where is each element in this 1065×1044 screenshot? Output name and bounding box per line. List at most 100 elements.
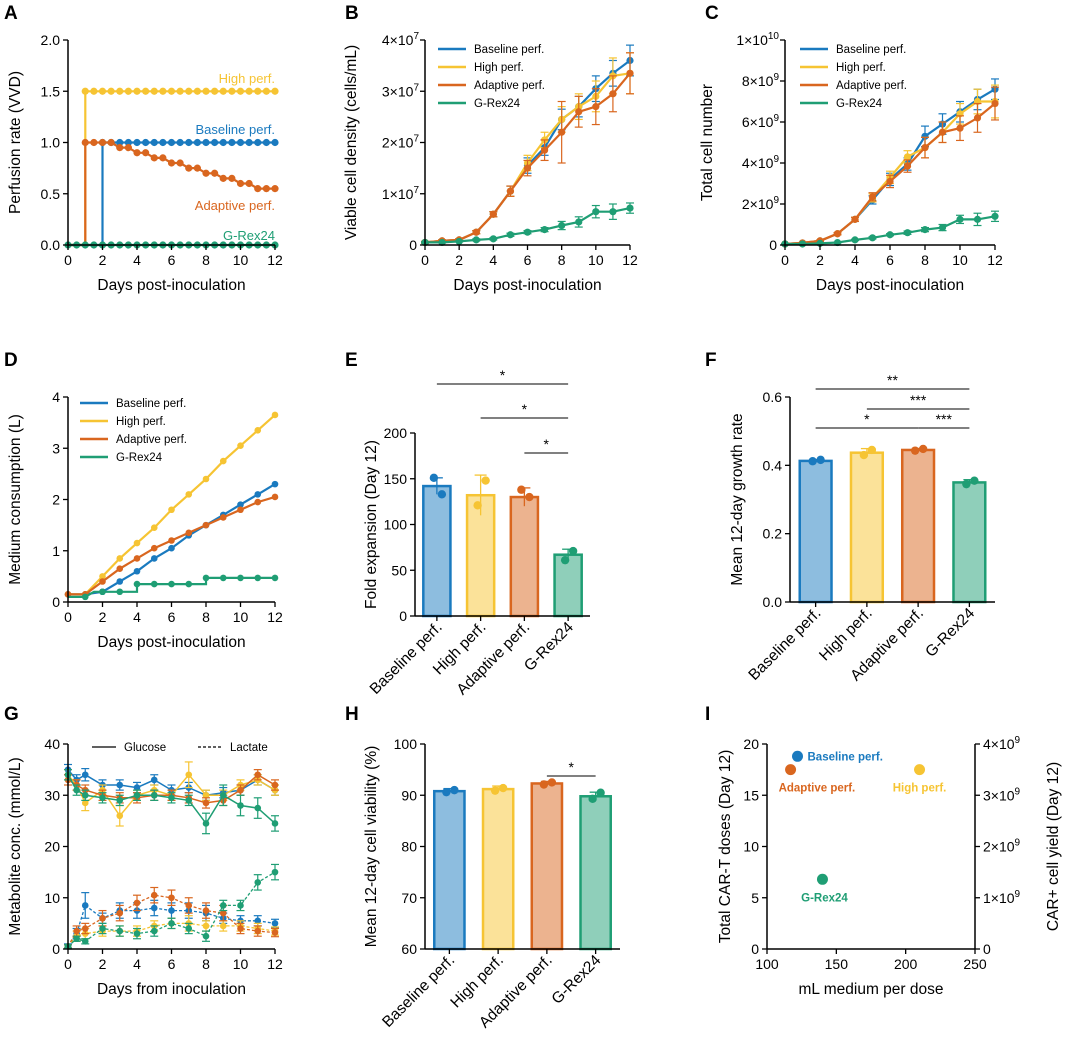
panel-c-x-tick-label: 6 (886, 252, 894, 268)
panel-b-legend-label-grex: G-Rex24 (474, 98, 521, 110)
panel-d-baseline-point (254, 491, 262, 498)
panel-a-high-line (68, 90, 275, 247)
panel-a-label-adaptive: Adaptive perf. (195, 198, 275, 213)
panel-b-y-label: Viable cell density (cells/mL) (343, 45, 360, 240)
panel-f-y-tick-label: 0.2 (763, 526, 783, 542)
panel-b-adaptive-point (472, 228, 480, 236)
panel-d-x-tick-label: 2 (99, 609, 107, 625)
panel-g-lactate-grex-point (271, 868, 279, 876)
panel-g-glucose-grex-point (81, 791, 89, 799)
panel-a-baseline-point (211, 138, 219, 147)
panel-a-high-point (90, 87, 98, 95)
panel-a-y-tick-label: 0.0 (41, 237, 61, 253)
panel-g-lactate-adaptive-point (185, 902, 193, 909)
panel-b-adaptive-point (626, 69, 634, 77)
panel-d-baseline-point (271, 480, 279, 488)
panel-a-baseline-point (116, 138, 124, 147)
panel-a-baseline-point (150, 138, 158, 147)
panel-c-legend-label-high: High perf. (836, 62, 886, 74)
panel-a-high-point (236, 87, 245, 95)
panel-f-point-high (859, 450, 869, 460)
panel-g-lactate-grex-point (133, 930, 141, 937)
panel-e-y-tick-label: 100 (384, 517, 408, 533)
panel-h-x-label-baseline: Baseline perf. (379, 952, 458, 1031)
panel-d-high-point (254, 427, 262, 434)
panel-a-adaptive-point (150, 154, 158, 162)
panel-h-point-high (498, 783, 508, 793)
panel-a-adaptive-point (271, 185, 279, 193)
panel-a-high-point (167, 87, 176, 95)
panel-a-high-point (98, 87, 107, 95)
panel-g-lactate-grex-point (81, 938, 89, 945)
panel-g-lactate-baseline-point (168, 907, 175, 914)
panel-a-adaptive-point (167, 159, 176, 167)
panel-a-high-point (245, 87, 253, 95)
panel-g-glucose-grex-point (73, 786, 80, 794)
panel-e-sig-label: * (500, 367, 506, 383)
panel-d-legend-label-grex: G-Rex24 (116, 452, 163, 464)
panel-d-x-label: Days post-inoculation (97, 634, 245, 651)
panel-d-grex-point (254, 574, 262, 582)
panel-a-adaptive-point (159, 154, 167, 162)
panel-g-y-tick-label: 10 (44, 890, 60, 906)
panel-g-lactate-adaptive-point (73, 927, 80, 935)
panel-d-grex-point (81, 593, 89, 601)
panel-i-point-label-grex: G-Rex24 (801, 892, 848, 904)
panel-g-glucose-grex-point (150, 791, 158, 799)
panel-f-point-high (867, 445, 877, 455)
panel-c-y-tick-label: 1×1010 (736, 31, 779, 48)
panel-i-x-tick-label: 200 (894, 956, 918, 972)
panel-a-adaptive-point (254, 185, 262, 193)
panel-c-legend-label-baseline: Baseline perf. (836, 44, 906, 56)
panel-b-x-tick-label: 2 (455, 252, 463, 268)
panel-a-y-tick-label: 1.0 (41, 135, 61, 151)
panel-d-y-tick-label: 0 (52, 594, 60, 610)
panel-e-point-baseline (437, 490, 447, 499)
panel-d-high-point (116, 555, 124, 562)
panel-a-adaptive-point (236, 179, 245, 188)
panel-c-adaptive-point (991, 99, 999, 108)
panel-a-baseline-point (176, 138, 184, 147)
panel-b-adaptive-point (540, 146, 549, 154)
panel-a-y-tick-label: 1.5 (41, 83, 61, 99)
panel-g-glucose-baseline-point (81, 771, 89, 779)
panel-f-y-tick-label: 0.6 (763, 389, 783, 405)
panel-c-adaptive-point (903, 162, 912, 170)
panel-a-adaptive-point (176, 159, 184, 167)
panel-e-y-label: Fold expansion (Day 12) (363, 440, 380, 609)
panel-b-grex-point (506, 231, 515, 239)
panel-d-grex-point (185, 580, 193, 588)
panel-a-high-point (228, 87, 236, 95)
panel-b-grex-point (489, 235, 497, 243)
panel-b-x-tick-label: 0 (421, 252, 429, 268)
panel-g-glucose-grex-point (168, 794, 175, 802)
panel-c-grex-point (851, 236, 859, 244)
panel-c-x-tick-label: 10 (952, 252, 968, 268)
panel-a-high-point (262, 87, 270, 95)
panel-g-lactate-grex-point (185, 925, 193, 932)
panel-c-high-point (903, 153, 912, 161)
panel-g-x-tick-label: 8 (202, 956, 210, 972)
panel-b-adaptive-point (592, 103, 600, 111)
panel-c-legend-label-adaptive: Adaptive perf. (836, 80, 907, 92)
panel-a-baseline-point (271, 138, 279, 147)
panel-d-legend-label-baseline: Baseline perf. (116, 398, 186, 410)
panel-i-y-right-tick-label: 3×109 (983, 786, 1021, 803)
panel-e-bar-grex (553, 553, 583, 618)
panel-e-point-high (481, 476, 490, 485)
panel-c-grex-point (868, 234, 877, 242)
panel-d-adaptive-point (150, 544, 158, 552)
panel-a-adaptive-point (262, 185, 270, 193)
panel-d-grex-point (133, 580, 141, 588)
panel-h-bar-baseline (433, 789, 466, 951)
panel-e-point-adaptive (517, 485, 526, 494)
panel-b-x-tick-label: 4 (489, 252, 497, 268)
panel-g-glucose-adaptive-point (237, 786, 244, 794)
panel-c-adaptive-point (851, 215, 859, 223)
panel-f-bar-adaptive (900, 448, 936, 604)
panel-d-legend-label-high: High perf. (116, 416, 166, 428)
panel-d-adaptive-point (219, 514, 227, 521)
panel-a-x-tick-label: 2 (99, 252, 107, 268)
panel-a-high-point (124, 87, 132, 95)
